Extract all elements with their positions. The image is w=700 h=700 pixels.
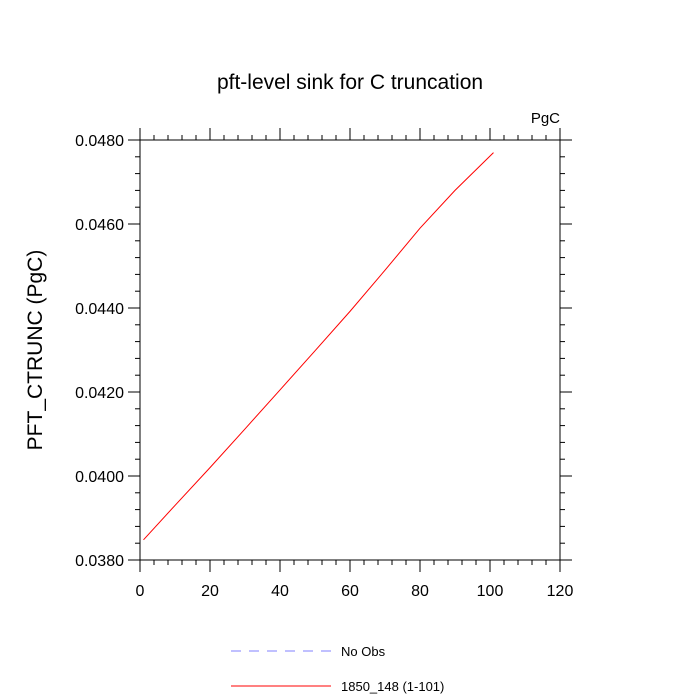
series-line bbox=[143, 152, 494, 541]
y-tick-label: 0.0480 bbox=[75, 133, 124, 150]
x-tick-label: 60 bbox=[341, 583, 359, 600]
y-axis-label: PFT_CTRUNC (PgC) bbox=[24, 250, 47, 451]
x-tick-label: 120 bbox=[547, 583, 574, 600]
tick-labels: 0 20 40 60 80 100 120 0.0380 0.0400 0.0420 0.0440 0… bbox=[75, 133, 573, 600]
plot-frame bbox=[139, 139, 561, 561]
legend-label: 1850_148 (1-101) bbox=[341, 679, 444, 694]
units-label: PgC bbox=[531, 110, 560, 127]
y-tick-label: 0.0400 bbox=[75, 469, 124, 486]
x-tick-label: 40 bbox=[271, 583, 289, 600]
x-tick-label: 20 bbox=[201, 583, 219, 600]
legend: No Obs 1850_148 (1-101) bbox=[231, 644, 444, 694]
y-tick-label: 0.0380 bbox=[75, 553, 124, 570]
x-tick-label: 80 bbox=[411, 583, 429, 600]
series-lines bbox=[143, 152, 494, 541]
axis-ticks bbox=[128, 128, 572, 572]
x-tick-label: 100 bbox=[477, 583, 504, 600]
y-tick-label: 0.0420 bbox=[75, 385, 124, 402]
chart-title: pft-level sink for C truncation bbox=[217, 71, 483, 94]
legend-label: No Obs bbox=[341, 644, 386, 659]
y-tick-label: 0.0460 bbox=[75, 217, 124, 234]
y-tick-label: 0.0440 bbox=[75, 301, 124, 318]
x-tick-label: 0 bbox=[136, 583, 145, 600]
